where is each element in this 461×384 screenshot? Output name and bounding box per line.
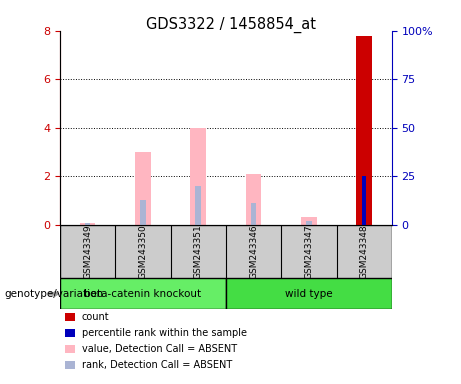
Bar	[306, 221, 312, 225]
Bar	[362, 176, 366, 225]
Bar	[356, 36, 372, 225]
Text: rank, Detection Call = ABSENT: rank, Detection Call = ABSENT	[82, 360, 232, 370]
Bar	[226, 278, 392, 309]
Bar	[251, 203, 256, 225]
Bar	[60, 278, 226, 309]
Bar	[190, 127, 206, 225]
Bar	[361, 176, 367, 225]
Bar	[140, 200, 146, 225]
Text: beta-catenin knockout: beta-catenin knockout	[84, 289, 201, 299]
Bar	[301, 217, 317, 225]
Bar	[85, 223, 90, 225]
Text: GSM243349: GSM243349	[83, 224, 92, 279]
Text: GSM243346: GSM243346	[249, 224, 258, 279]
Text: wild type: wild type	[285, 289, 333, 299]
Text: GSM243348: GSM243348	[360, 224, 369, 279]
Text: genotype/variation: genotype/variation	[5, 289, 104, 299]
Text: GSM243350: GSM243350	[138, 224, 148, 279]
Text: value, Detection Call = ABSENT: value, Detection Call = ABSENT	[82, 344, 236, 354]
Bar	[246, 174, 261, 225]
Text: GSM243351: GSM243351	[194, 224, 203, 279]
Bar	[356, 36, 372, 225]
Bar	[80, 223, 95, 225]
Text: percentile rank within the sample: percentile rank within the sample	[82, 328, 247, 338]
Text: GSM243347: GSM243347	[304, 224, 313, 279]
Bar	[195, 186, 201, 225]
Bar	[135, 152, 151, 225]
Text: GDS3322 / 1458854_at: GDS3322 / 1458854_at	[146, 17, 315, 33]
Text: count: count	[82, 312, 109, 322]
